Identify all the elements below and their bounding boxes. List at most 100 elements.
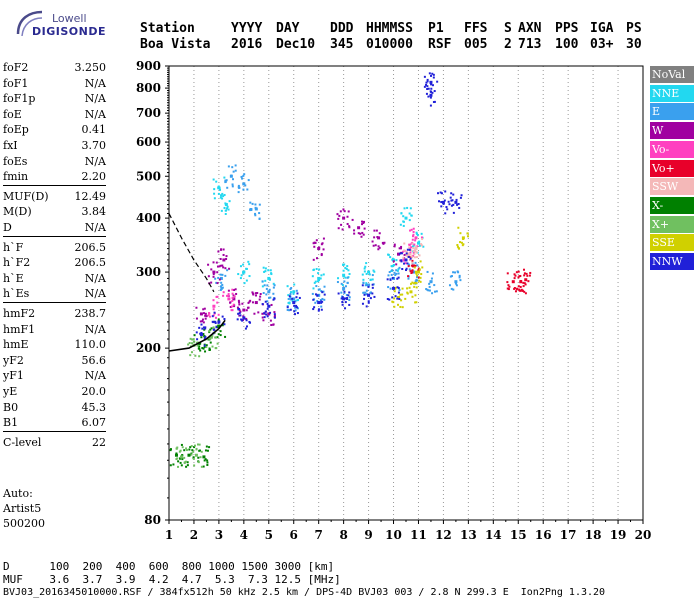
echo-dot bbox=[416, 245, 419, 248]
echo-dot bbox=[261, 316, 264, 319]
legend-item: NoVal bbox=[650, 66, 694, 83]
echo-dot bbox=[529, 271, 532, 274]
echo-dot bbox=[211, 334, 214, 337]
echo-dot bbox=[319, 277, 322, 280]
echo-dot bbox=[405, 252, 408, 255]
echo-dot bbox=[314, 293, 317, 296]
echo-dot bbox=[316, 280, 319, 283]
echo-dot bbox=[420, 273, 423, 276]
data-point bbox=[409, 290, 413, 294]
echo-dot bbox=[404, 262, 407, 265]
echo-dot bbox=[245, 309, 248, 312]
echo-dot bbox=[320, 274, 323, 277]
echo-dot bbox=[411, 242, 414, 245]
echo-dot bbox=[448, 284, 451, 287]
echo-dot bbox=[313, 281, 316, 284]
echo-dot bbox=[407, 264, 410, 267]
echo-dot bbox=[313, 245, 316, 248]
echo-dot bbox=[391, 257, 394, 260]
header-value: RSF bbox=[428, 37, 452, 52]
echo-dot bbox=[357, 232, 360, 235]
echo-dot bbox=[216, 342, 219, 345]
legend-item: W bbox=[650, 122, 694, 140]
param-name: foE bbox=[3, 107, 22, 121]
echo-dot bbox=[180, 443, 183, 446]
echo-dot bbox=[362, 281, 365, 284]
echo-dot bbox=[322, 237, 325, 240]
echo-dot bbox=[366, 293, 369, 296]
echo-dot bbox=[243, 317, 246, 320]
echo-dot bbox=[254, 212, 257, 215]
param-value: N/A bbox=[84, 322, 106, 336]
echo-dot bbox=[455, 282, 458, 285]
echo-dot bbox=[208, 446, 211, 449]
echo-dot bbox=[194, 354, 197, 357]
echo-dot bbox=[321, 242, 324, 245]
echo-dot bbox=[191, 338, 194, 341]
param-value: 6.07 bbox=[81, 416, 107, 430]
echo-dot bbox=[430, 87, 433, 90]
echo-dot bbox=[455, 198, 458, 201]
echo-dot bbox=[272, 282, 275, 285]
param-row: h`F2 206.5 bbox=[3, 256, 106, 270]
echo-dot bbox=[249, 201, 252, 204]
data-point bbox=[292, 301, 296, 305]
echo-dot bbox=[202, 312, 205, 315]
y-tick-label: 800 bbox=[136, 81, 161, 95]
echo-dot bbox=[409, 251, 412, 254]
data-point bbox=[254, 301, 258, 305]
echo-dot bbox=[433, 90, 436, 93]
echo-dot bbox=[204, 327, 207, 330]
echo-dot bbox=[242, 188, 245, 191]
header-value: 345 bbox=[330, 37, 354, 52]
param-name: h`F bbox=[3, 240, 24, 254]
echo-dot bbox=[413, 285, 416, 288]
data-point bbox=[199, 312, 203, 316]
echo-dot bbox=[234, 164, 237, 167]
echo-dot bbox=[401, 306, 404, 309]
echo-dot bbox=[410, 272, 413, 275]
echo-dot bbox=[414, 280, 417, 283]
echo-dot bbox=[295, 304, 298, 307]
echo-dot bbox=[244, 327, 247, 330]
param-value: N/A bbox=[84, 287, 106, 301]
echo-dot bbox=[450, 204, 453, 207]
echo-dot bbox=[192, 457, 195, 460]
echo-dot bbox=[198, 443, 201, 446]
echo-dot bbox=[517, 270, 520, 273]
echo-dot bbox=[402, 250, 405, 253]
echo-dot bbox=[231, 299, 234, 302]
param-value: 3.70 bbox=[81, 139, 107, 152]
echo-dot bbox=[272, 298, 275, 301]
echo-dot bbox=[246, 188, 249, 191]
echo-dot bbox=[523, 290, 526, 293]
x-tick-label: 9 bbox=[364, 528, 372, 542]
echo-dot bbox=[408, 248, 411, 251]
y-axis: 80 200 300 400 500 600 700 800 900 bbox=[136, 59, 169, 527]
echo-dot bbox=[414, 261, 417, 264]
echo-dot bbox=[314, 301, 317, 304]
data-point bbox=[179, 455, 183, 459]
echo-dot bbox=[249, 299, 252, 302]
echo-dot bbox=[205, 445, 208, 448]
echo-dot bbox=[317, 308, 320, 311]
echo-dot bbox=[200, 450, 203, 453]
echo-dot bbox=[452, 288, 455, 291]
data-point bbox=[194, 453, 198, 457]
echo-dot bbox=[415, 282, 418, 285]
echo-dot bbox=[425, 81, 428, 84]
echo-dot bbox=[344, 266, 347, 269]
echo-dot bbox=[248, 320, 251, 323]
echo-dot bbox=[411, 269, 414, 272]
x-axis: 1 2 3 4 5 6 7 8 9 10 11 12 13 14 15 16 17 18 19 20 bbox=[165, 520, 651, 542]
echo-dot bbox=[402, 215, 405, 218]
echo-dot bbox=[237, 273, 240, 276]
echo-dot bbox=[215, 347, 218, 350]
echo-dot bbox=[212, 304, 215, 307]
echo-dot bbox=[373, 270, 376, 273]
echo-dot bbox=[235, 292, 238, 295]
echo-dot bbox=[413, 281, 416, 284]
echo-dot bbox=[360, 235, 363, 238]
echo-dot bbox=[191, 449, 194, 452]
echo-dot bbox=[341, 228, 344, 231]
